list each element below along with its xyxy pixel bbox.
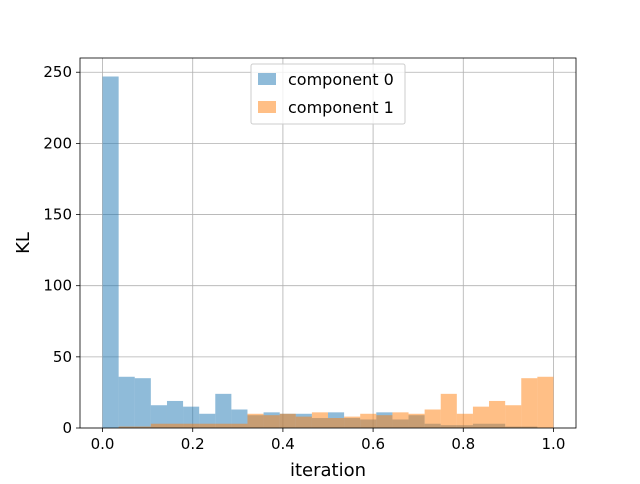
histogram-bar-component-1: [295, 416, 312, 428]
histogram-bar-component-0: [231, 409, 248, 428]
legend-swatch-component-1: [258, 101, 276, 113]
histogram-bar-component-1: [311, 412, 328, 428]
legend: component 0 component 1: [250, 63, 406, 125]
histogram-bar-component-0: [134, 378, 151, 428]
histogram-bar-component-1: [134, 426, 151, 428]
histogram-bar-component-1: [150, 423, 167, 428]
x-tick-label: 0.2: [181, 435, 205, 453]
histogram-bar-component-1: [166, 423, 184, 428]
histogram-bar-component-0: [166, 400, 184, 428]
y-tick-label: 150: [43, 206, 72, 224]
legend-label-component-0: component 0: [288, 70, 394, 89]
x-tick-label: 0.6: [361, 435, 385, 453]
histogram-bar-component-1: [215, 423, 232, 428]
y-tick-label: 50: [53, 348, 72, 366]
histogram-bar-component-1: [456, 413, 473, 428]
histogram-bar-component-1: [344, 416, 361, 428]
histogram-bar-component-1: [360, 413, 377, 428]
histogram-bar-component-1: [424, 409, 441, 428]
histogram-bar-component-1: [440, 393, 457, 428]
x-tick-label: 0.0: [91, 435, 115, 453]
y-tick-label: 100: [43, 277, 72, 295]
histogram-bar-component-0: [183, 406, 200, 428]
histogram-bar-component-1: [505, 405, 522, 428]
histogram-bar-component-1: [489, 400, 506, 428]
y-axis-label: KL: [13, 232, 34, 254]
bars: [102, 76, 554, 428]
histogram-bar-component-1: [537, 376, 554, 428]
histogram-bar-component-1: [263, 415, 280, 428]
histogram-bar-component-1: [183, 423, 200, 428]
histogram-bar-component-0: [102, 76, 119, 428]
legend-label-component-1: component 1: [288, 98, 394, 117]
histogram-bar-component-0: [118, 376, 135, 428]
x-tick-label: 0.4: [271, 435, 295, 453]
histogram-bar-component-1: [247, 413, 264, 428]
histogram-bar-component-0: [215, 393, 232, 428]
histogram-bar-component-1: [328, 418, 345, 428]
histogram-bar-component-1: [521, 378, 538, 428]
x-tick-label: 0.8: [451, 435, 475, 453]
histogram-bar-component-1: [392, 412, 409, 428]
histogram-bar-component-1: [408, 413, 425, 428]
histogram-bar-component-1: [118, 426, 135, 428]
y-tick-label: 0: [62, 419, 72, 437]
histogram-bar-component-1: [376, 415, 393, 428]
histogram-bar-component-1: [472, 406, 490, 428]
x-tick-label: 1.0: [542, 435, 566, 453]
legend-swatch-component-0: [258, 73, 276, 85]
y-axis-ticks: 0 50 100 150 200 250: [43, 63, 80, 437]
legend-box: [250, 63, 406, 125]
histogram-bar-component-1: [199, 423, 216, 428]
y-tick-label: 200: [43, 134, 72, 152]
histogram-bar-component-1: [231, 423, 248, 428]
histogram-bar-component-0: [150, 405, 167, 428]
axes-frame: [79, 57, 577, 429]
x-axis-label: iteration: [290, 460, 366, 480]
y-tick-label: 250: [43, 63, 72, 81]
histogram-bar-component-1: [279, 413, 296, 428]
x-axis-ticks: 0.0 0.2 0.4 0.6 0.8 1.0: [91, 428, 566, 453]
